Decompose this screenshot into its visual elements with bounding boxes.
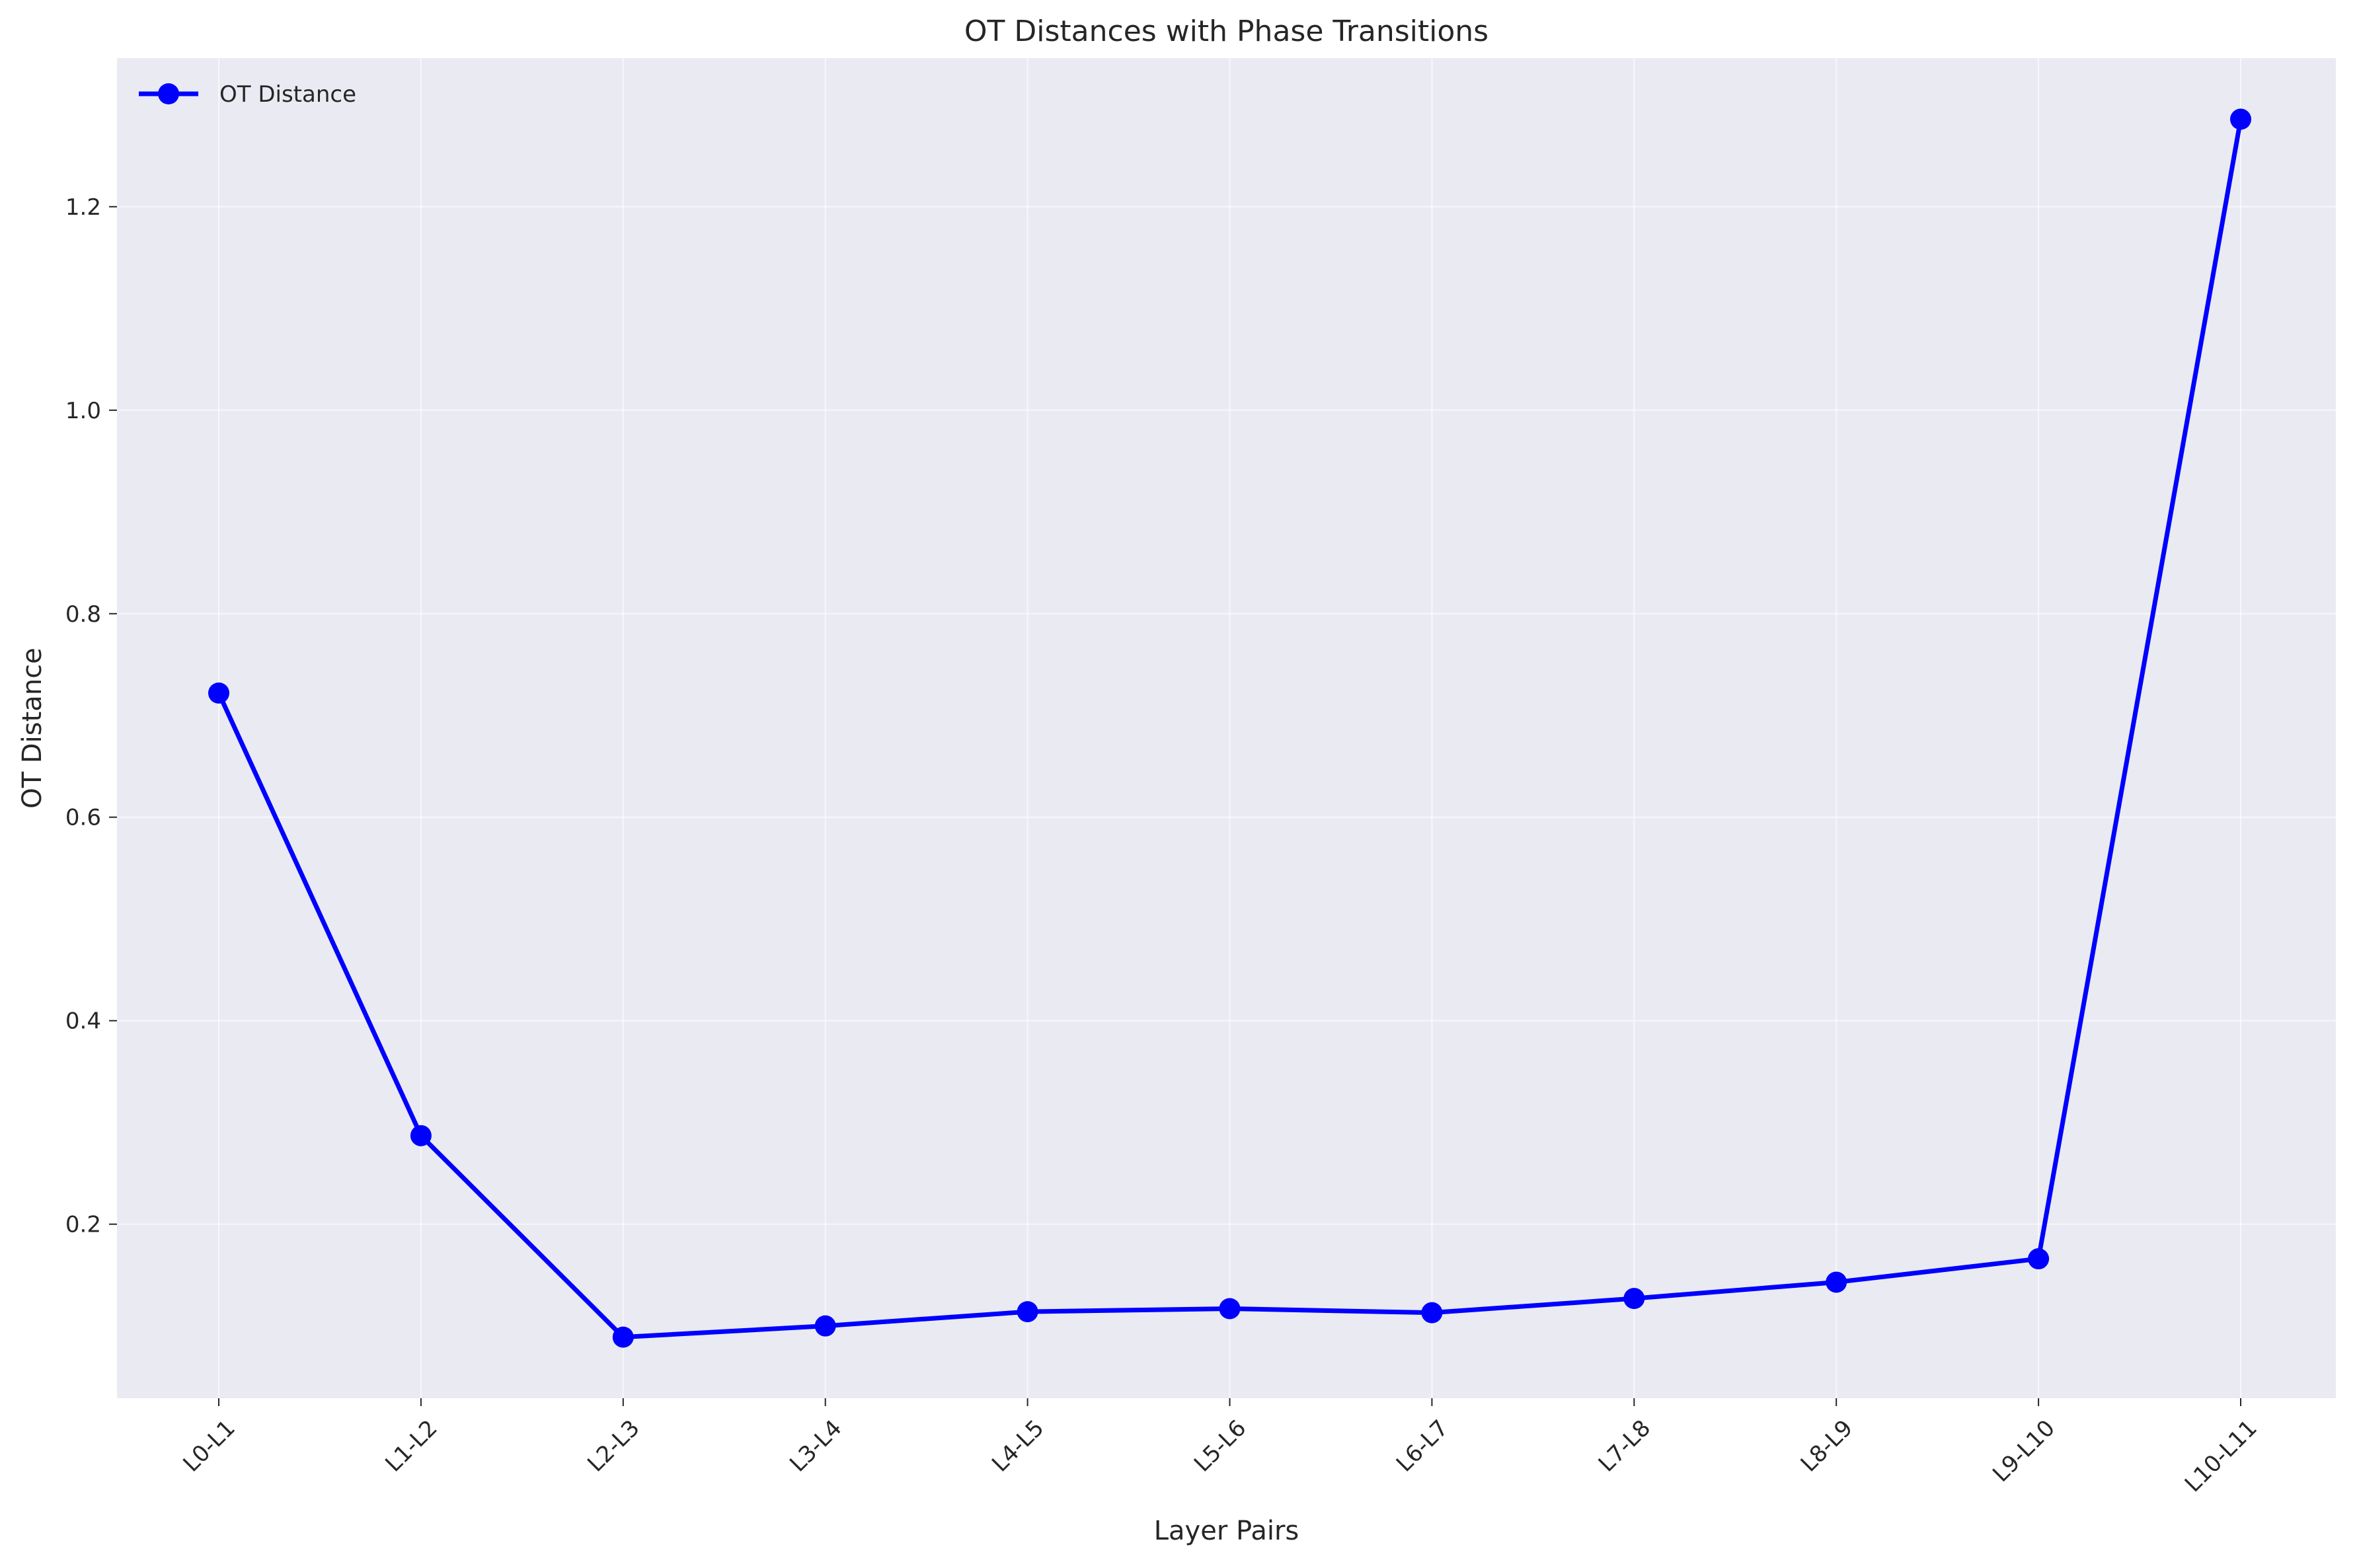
legend-label: OT Distance — [219, 81, 356, 108]
y-tick-label: 1.2 — [65, 194, 101, 221]
data-point — [1421, 1302, 1443, 1324]
chart-title: OT Distances with Phase Transitions — [964, 15, 1489, 48]
y-tick-label: 0.2 — [65, 1212, 101, 1238]
data-point — [410, 1125, 432, 1146]
data-point — [1017, 1301, 1038, 1323]
data-point — [2028, 1248, 2050, 1270]
data-point — [1623, 1288, 1645, 1310]
y-axis-ticks: 0.2 0.4 0.6 0.8 1.0 1.2 — [65, 194, 117, 1238]
x-axis-label: Layer Pairs — [1154, 1516, 1299, 1546]
data-point — [1219, 1298, 1241, 1320]
data-point — [2230, 108, 2251, 130]
y-tick-label: 0.4 — [65, 1008, 101, 1035]
series-layer — [208, 108, 2251, 1348]
data-point — [1826, 1271, 1847, 1293]
y-axis-label: OT Distance — [17, 648, 48, 809]
data-point — [208, 682, 229, 704]
data-point — [612, 1326, 634, 1348]
y-tick-label: 0.8 — [65, 601, 101, 628]
data-point — [814, 1315, 836, 1337]
grid-lines — [117, 58, 2336, 1398]
plot-area — [117, 58, 2336, 1398]
y-tick-label: 0.6 — [65, 805, 101, 831]
y-tick-label: 1.0 — [65, 398, 101, 424]
legend: OT Distance — [139, 81, 356, 108]
legend-marker-swatch — [158, 83, 179, 104]
